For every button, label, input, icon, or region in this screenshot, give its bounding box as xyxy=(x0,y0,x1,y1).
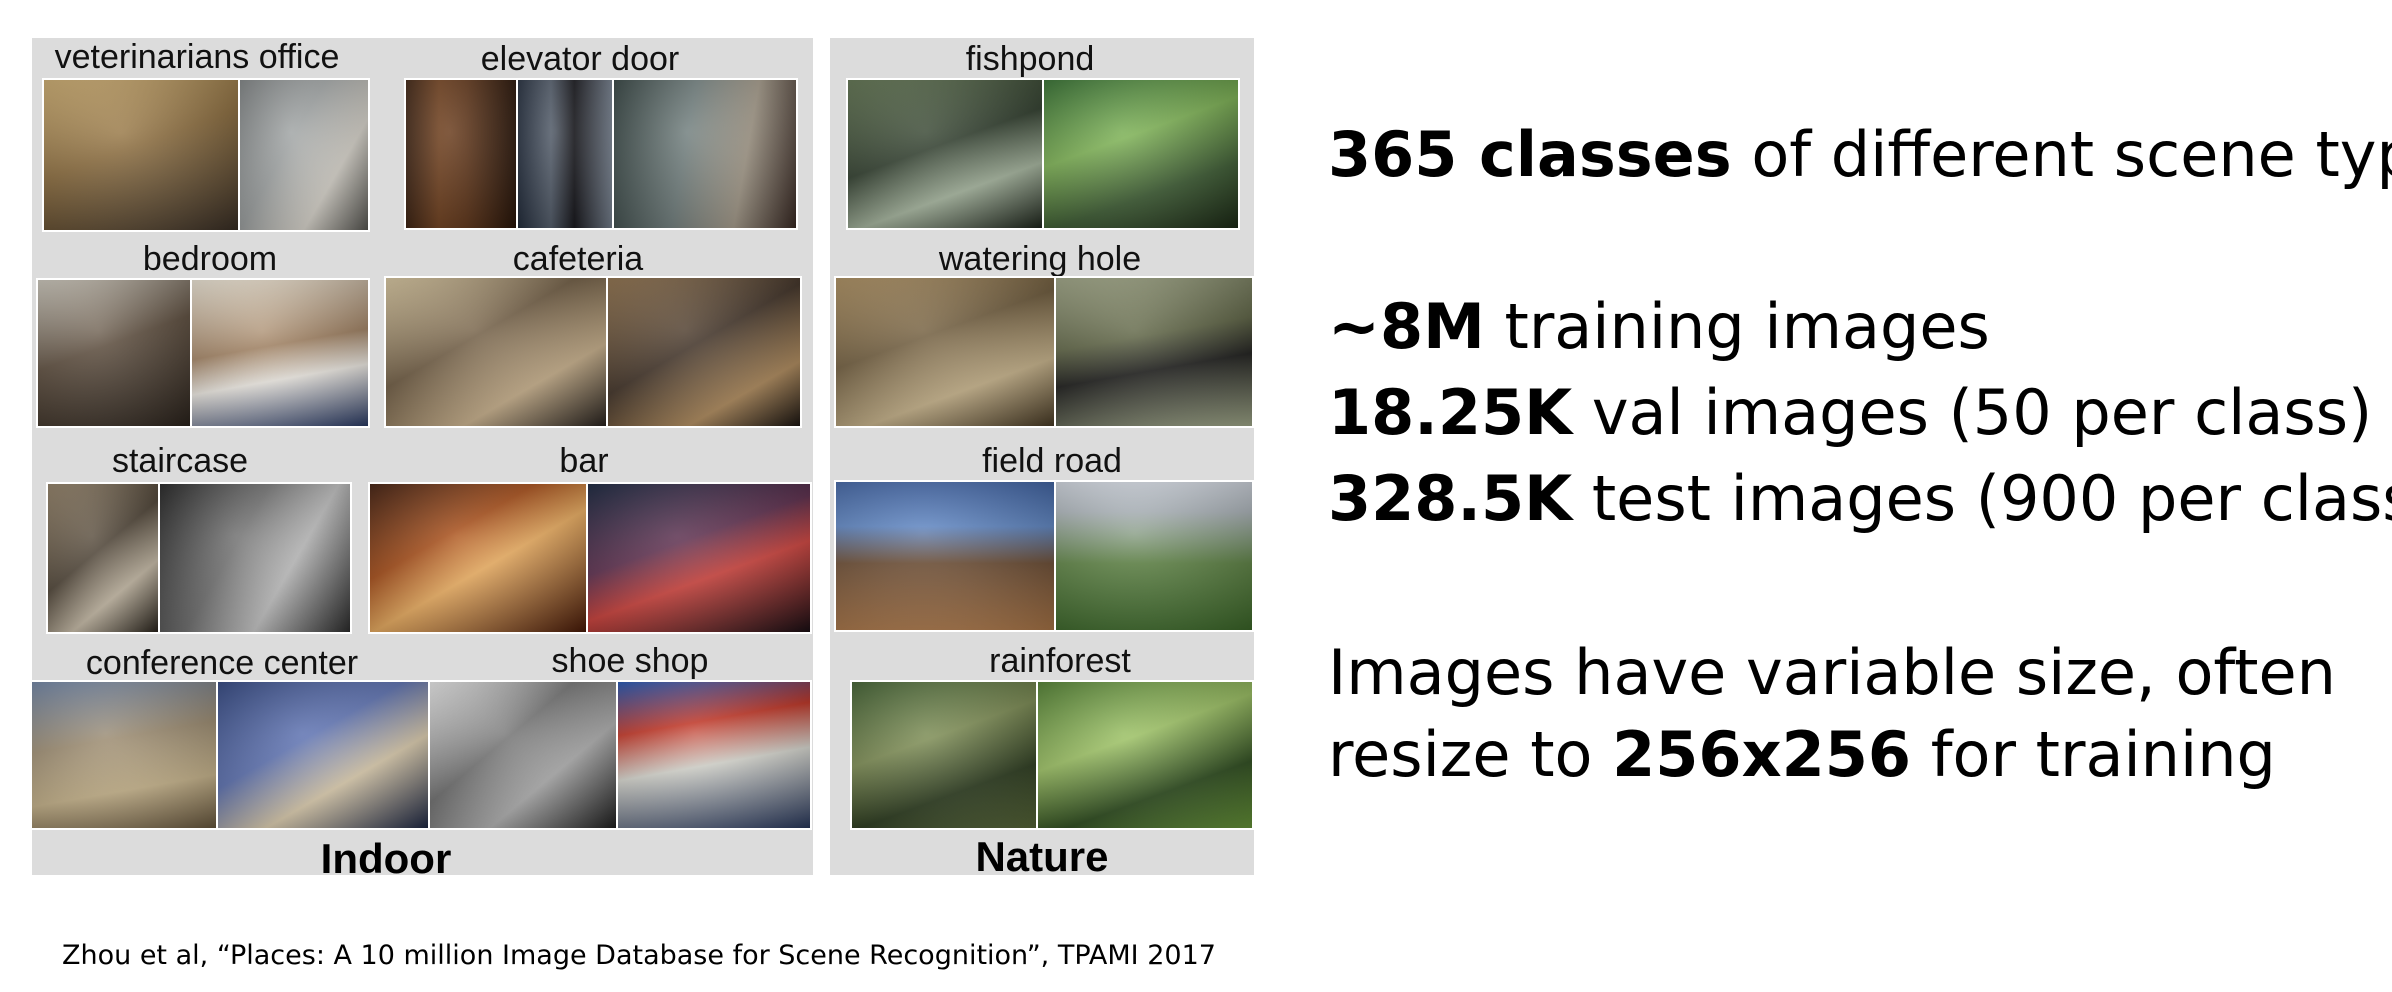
staircase-photo-2 xyxy=(158,482,352,634)
elevator-door-photo-2 xyxy=(516,78,614,230)
stat-training-text: training images xyxy=(1484,290,1990,363)
stat-val-text: val images (50 per class) xyxy=(1572,376,2373,449)
conference-center-photo-1 xyxy=(30,680,218,830)
category-label-elevator-door: elevator door xyxy=(480,40,680,78)
fishpond-photo-2 xyxy=(1042,78,1240,230)
stat-training: ~8M training images xyxy=(1328,290,1990,364)
cafeteria-photo-1 xyxy=(384,276,608,428)
citation: Zhou et al, “Places: A 10 million Image … xyxy=(62,940,1216,971)
stat-test-bold: 328.5K xyxy=(1328,462,1573,535)
conference-center-photo-2 xyxy=(216,680,430,830)
veterinarians-office-photo-1 xyxy=(42,78,240,232)
stat-val-bold: 18.25K xyxy=(1328,376,1573,449)
stat-size-line-1: Images have variable size, often xyxy=(1328,636,2336,709)
field-road-photo-1 xyxy=(834,480,1056,632)
watering-hole-photo-2 xyxy=(1054,276,1254,428)
category-label-rainforest: rainforest xyxy=(989,642,1131,680)
nature-panel-title: Nature xyxy=(975,833,1109,880)
category-label-watering-hole: watering hole xyxy=(938,240,1142,278)
bedroom-photo-2 xyxy=(190,278,370,428)
rainforest-photo-2 xyxy=(1036,680,1254,830)
stat-size-line-2-bold: 256x256 xyxy=(1612,718,1911,791)
bedroom-photo-1 xyxy=(36,278,192,428)
category-label-bar: bar xyxy=(559,442,609,480)
staircase-photo-1 xyxy=(46,482,160,634)
cafeteria-photo-2 xyxy=(606,276,802,428)
stat-classes-bold: 365 classes xyxy=(1328,118,1732,191)
field-road-photo-2 xyxy=(1054,480,1254,632)
stat-training-bold: ~8M xyxy=(1328,290,1485,363)
rainforest-photo-1 xyxy=(850,680,1038,830)
stat-size-line-2: resize to 256x256 for training xyxy=(1328,718,2276,792)
elevator-door-photo-1 xyxy=(404,78,518,230)
elevator-door-photo-3 xyxy=(612,78,798,230)
shoe-shop-photo-1 xyxy=(428,680,618,830)
fishpond-photo-1 xyxy=(846,78,1044,230)
category-label-staircase: staircase xyxy=(111,442,249,480)
category-label-field-road: field road xyxy=(982,442,1122,480)
stat-classes: 365 classes of different scene types xyxy=(1328,118,2392,192)
veterinarians-office-photo-2 xyxy=(238,78,370,232)
category-label-bedroom: bedroom xyxy=(142,240,278,278)
category-label-cafeteria: cafeteria xyxy=(512,240,644,278)
category-label-fishpond: fishpond xyxy=(965,40,1095,78)
watering-hole-photo-1 xyxy=(834,276,1056,428)
bar-photo-1 xyxy=(368,482,588,634)
category-label-shoe-shop: shoe shop xyxy=(551,642,709,680)
stat-classes-text: of different scene types xyxy=(1751,118,2392,191)
bar-photo-2 xyxy=(586,482,812,634)
stat-test-text: test images (900 per class) xyxy=(1572,462,2392,535)
category-label-veterinarians-office: veterinarians office xyxy=(54,38,340,76)
category-label-conference-center: conference center xyxy=(85,644,359,682)
stat-test: 328.5K test images (900 per class) xyxy=(1328,462,2392,536)
shoe-shop-photo-2 xyxy=(616,680,812,830)
stat-size-line-2-pre: resize to xyxy=(1328,718,1613,791)
indoor-panel-title: Indoor xyxy=(320,835,452,882)
stat-size-line-2-post: for training xyxy=(1911,718,2276,791)
stat-val: 18.25K val images (50 per class) xyxy=(1328,376,2372,450)
